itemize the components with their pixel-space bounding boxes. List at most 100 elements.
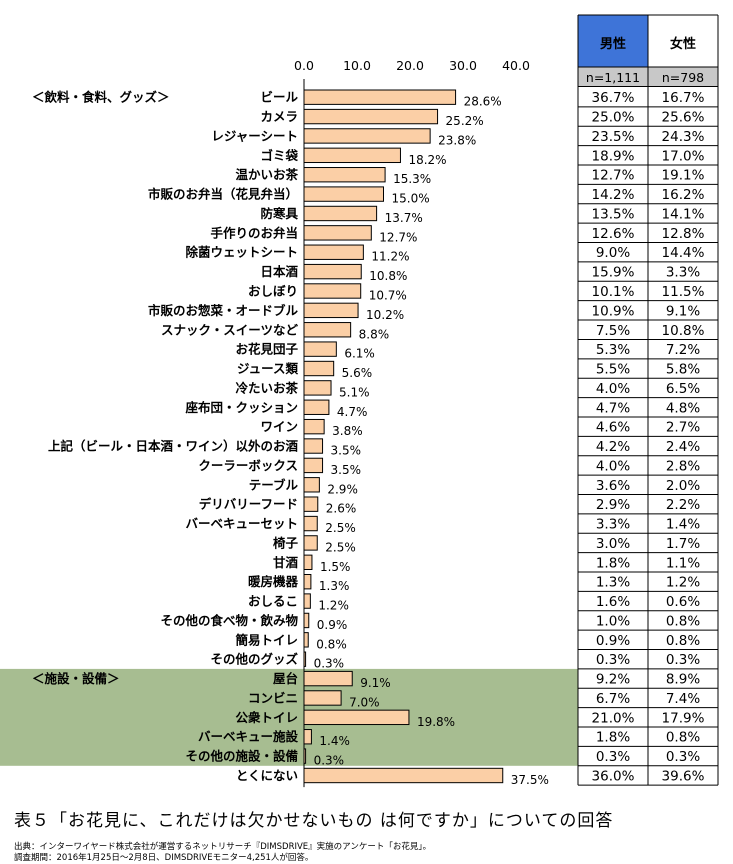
female-value: 5.8% (666, 362, 700, 378)
bar (303, 535, 318, 551)
bar (303, 438, 324, 454)
female-value: 0.8% (666, 633, 700, 649)
value-label: 10.8% (369, 269, 407, 283)
value-label: 12.7% (379, 230, 417, 244)
value-label: 4.7% (337, 405, 368, 419)
value-label: 7.0% (349, 695, 380, 709)
value-label: 1.4% (319, 734, 350, 748)
category-label: その他のグッズ (210, 652, 298, 667)
male-value: 1.8% (596, 730, 630, 746)
bar (303, 477, 320, 493)
male-value: 36.0% (592, 768, 635, 784)
male-value: 3.0% (596, 536, 630, 552)
category-label: ワイン (260, 419, 298, 434)
male-value: 0.3% (596, 652, 630, 668)
bar (303, 612, 310, 629)
female-value: 14.1% (662, 206, 705, 222)
female-value: 17.9% (662, 710, 705, 726)
bar (303, 322, 352, 338)
male-value: 25.0% (592, 110, 635, 126)
value-label: 3.5% (331, 463, 362, 477)
male-value: 4.6% (596, 420, 630, 436)
sample-size-label: n=798 (662, 70, 704, 85)
bar (303, 574, 312, 590)
value-label: 8.8% (359, 327, 390, 341)
category-label: ジュース類 (237, 361, 299, 376)
value-label: 18.2% (408, 153, 446, 167)
female-value: 1.2% (666, 575, 700, 591)
category-label: その他の食べ物・飲み物 (160, 613, 298, 628)
male-value: 14.2% (592, 187, 635, 203)
male-value: 10.9% (592, 303, 635, 319)
bar (303, 205, 378, 222)
bar (303, 729, 312, 745)
category-label: 温かいお茶 (235, 167, 298, 182)
female-value: 0.8% (666, 613, 700, 629)
category-label: 冷たいお茶 (235, 380, 298, 395)
value-label: 3.8% (332, 424, 363, 438)
female-value: 1.1% (666, 555, 700, 571)
x-tick-label: 30.0 (449, 58, 477, 73)
category-label: 座布団・クッション (184, 400, 298, 415)
male-value: 4.0% (596, 458, 630, 474)
female-value: 39.6% (662, 768, 705, 784)
female-value: 2.4% (666, 439, 700, 455)
value-label: 0.3% (314, 657, 345, 671)
male-value: 15.9% (592, 265, 635, 281)
male-value: 7.5% (596, 323, 630, 339)
figure-caption: 表５「お花見に、これだけは欠かせないもの は何ですか」についての回答 (14, 811, 614, 831)
male-value: 13.5% (592, 206, 635, 222)
category-label: おしぼり (248, 283, 298, 298)
bar (303, 670, 353, 687)
value-label: 19.8% (417, 715, 455, 729)
bar (303, 186, 384, 202)
female-header-cell (648, 15, 718, 67)
male-value: 3.3% (596, 517, 630, 533)
female-value: 3.3% (666, 265, 700, 281)
category-label: お花見団子 (235, 342, 298, 357)
bar (303, 399, 330, 415)
male-value: 1.6% (596, 594, 630, 610)
category-label: 上記（ビール・日本酒・ワイン）以外のお酒 (48, 439, 299, 454)
category-label: 暖房機器 (248, 574, 299, 589)
male-value: 1.8% (596, 555, 630, 571)
female-value: 11.5% (662, 284, 705, 300)
value-label: 13.7% (385, 211, 423, 225)
female-value: 16.7% (662, 90, 705, 106)
value-label: 5.6% (342, 366, 373, 380)
value-label: 6.1% (344, 347, 375, 361)
x-tick-label: 10.0 (343, 58, 371, 73)
value-label: 2.5% (325, 521, 356, 535)
female-value: 10.8% (662, 323, 705, 339)
female-value: 1.4% (666, 517, 700, 533)
female-value: 9.1% (666, 303, 700, 319)
male-value: 0.9% (596, 633, 630, 649)
bar (303, 283, 362, 299)
female-value: 0.6% (666, 594, 700, 610)
category-label: カメラ (260, 109, 298, 124)
value-label: 0.9% (317, 618, 348, 632)
category-label: ビール (260, 90, 298, 105)
category-label: 防寒具 (260, 206, 298, 221)
male-value: 12.7% (592, 168, 635, 184)
female-value: 2.0% (666, 478, 700, 494)
category-label: ゴミ袋 (260, 148, 298, 163)
bar (303, 380, 332, 396)
female-value: 25.6% (662, 110, 705, 126)
category-label: 日本酒 (260, 264, 298, 279)
group-label: ＜飲料・食料、グッズ＞ (32, 90, 170, 105)
male-value: 18.9% (592, 148, 635, 164)
bar (303, 593, 311, 609)
category-label: コンビニ (248, 690, 298, 705)
bar (303, 632, 309, 648)
category-label: その他の施設・設備 (185, 749, 298, 764)
female-value: 24.3% (662, 129, 705, 145)
category-label: デリバリーフード (199, 497, 298, 512)
bar (303, 709, 410, 726)
male-value: 1.3% (596, 575, 630, 591)
bar (303, 302, 359, 319)
bar (303, 341, 337, 357)
x-tick-label: 40.0 (502, 58, 530, 73)
male-value: 4.7% (596, 400, 630, 416)
bar (303, 167, 386, 183)
